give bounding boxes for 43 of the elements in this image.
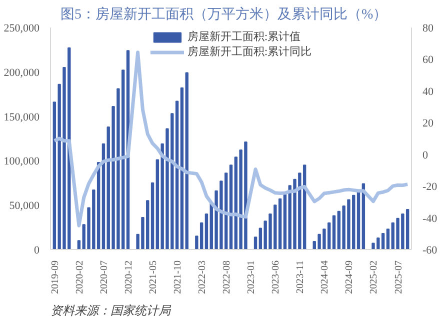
bar (254, 236, 258, 250)
bar (150, 182, 154, 250)
x-tick-label: 2020-12 (123, 260, 134, 294)
x-tick-label: 2025-02 (368, 260, 380, 294)
y-tick-label: 100,000 (4, 156, 40, 168)
y2-tick-label: 20 (422, 118, 434, 130)
x-tick-label: 2024-04 (320, 260, 331, 294)
y2-tick-label: 40 (422, 86, 434, 98)
bar (278, 198, 282, 250)
x-tick-label: 2021-05 (148, 260, 160, 294)
x-tick-label: 2020-02 (74, 260, 86, 294)
x-tick-label: 2020-07 (98, 260, 110, 294)
y2-tick-label: 0 (422, 149, 428, 162)
y-tick-label: 250,000 (4, 22, 40, 34)
text: 资料来源：国家统计局 (50, 304, 172, 318)
x-tick-label: 2022-08 (222, 260, 233, 294)
y2-tick-label: -60 (422, 244, 438, 256)
y2-tick-label: -20 (422, 181, 438, 194)
x-tick-label: 2023-11 (295, 260, 306, 294)
x-tick-label: 2021-10 (172, 260, 184, 294)
bar (204, 213, 208, 250)
y-tick-label: 0 (34, 244, 40, 256)
y-tick-label: 150,000 (4, 111, 40, 124)
bar (180, 87, 184, 250)
bar (386, 228, 390, 250)
bar (185, 72, 188, 250)
x-tick-label: 2019-09 (50, 260, 61, 294)
bar (175, 100, 179, 250)
chart-title: 图5：房屋新开工面积（万平方米）及累计同比（%） (60, 6, 388, 22)
x-tick-label: 2024-09 (344, 260, 356, 294)
legend-label: 房屋新开工面积:累计同比 (187, 44, 312, 59)
y-tick-label: 200,000 (4, 66, 40, 79)
legend-label: 房屋新开工面积:累计值 (187, 30, 301, 44)
x-tick-label: 2022-03 (197, 260, 208, 294)
x-tick-label: 2025-07 (393, 260, 404, 294)
y-tick-label: 50,000 (9, 200, 40, 212)
y2-tick-label: 60 (422, 54, 434, 66)
y2-tick-label: -40 (422, 212, 438, 225)
bar (102, 143, 106, 250)
x-tick-label: 2023-01 (246, 260, 258, 294)
y2-tick-label: 80 (422, 22, 434, 34)
bar (332, 215, 336, 250)
x-tick-label: 2023-06 (270, 260, 282, 294)
